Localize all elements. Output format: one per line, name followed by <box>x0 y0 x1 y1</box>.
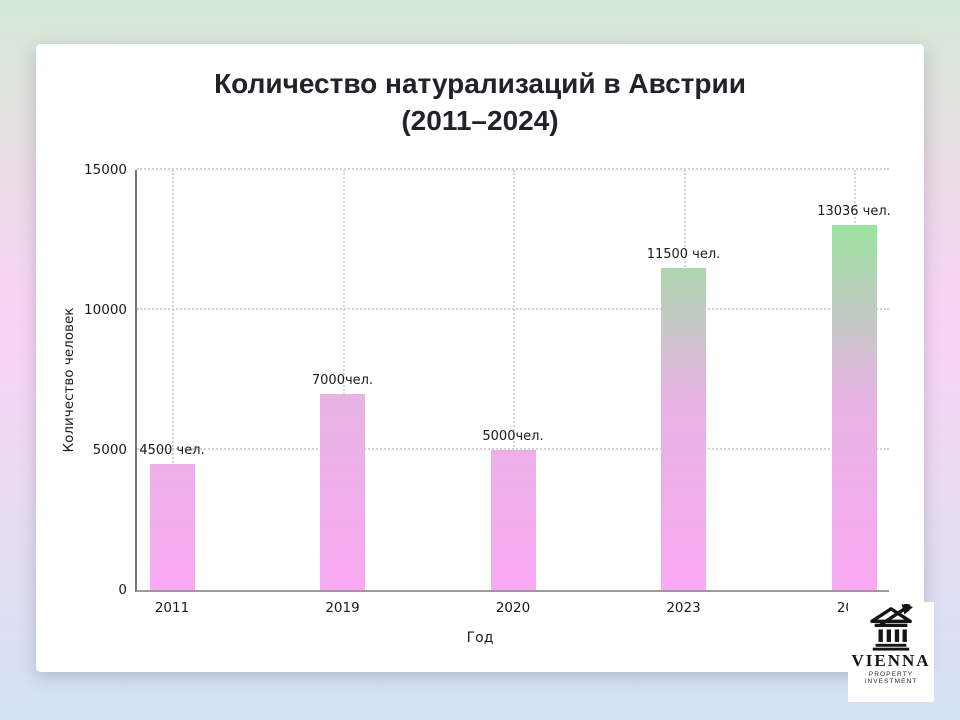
gridline-x-2019 <box>342 170 345 590</box>
logo-name: VIENNA <box>851 651 931 670</box>
x-axis-label: Год <box>466 630 494 646</box>
chart-card: Количество натурализаций в Австрии (2011… <box>36 44 924 672</box>
y-tick-0: 0 <box>118 582 127 598</box>
chart-title-line1: Количество натурализаций в Австрии <box>214 68 746 99</box>
y-tick-10000: 10000 <box>84 302 127 318</box>
vienna-property-investment-logo: VIENNA PROPERTY INVESTMENT <box>848 602 934 702</box>
bar-value-label-2023: 11500 чел. <box>646 247 721 262</box>
chart-title: Количество натурализаций в Австрии (2011… <box>36 66 924 140</box>
y-axis-label: Количество человек <box>61 307 77 453</box>
bar-value-label-2011: 4500 чел. <box>139 443 205 458</box>
x-tick-2023: 2023 <box>666 600 701 616</box>
building-arrow-icon <box>870 604 914 651</box>
y-tick-5000: 5000 <box>92 442 127 458</box>
bar-value-label-2024: 13036 чел. <box>817 204 891 219</box>
y-tick-15000: 15000 <box>84 162 127 178</box>
bar-2024 <box>831 225 877 590</box>
bar-2011 <box>149 464 195 590</box>
bar-2020 <box>490 450 536 590</box>
plot-area: 0 5000 10000 15000 4500 чел. 2011 7000чел. 2019… <box>84 162 891 616</box>
chart-title-line2: (2011–2024) <box>401 104 559 136</box>
bar-value-label-2019: 7000чел. <box>311 373 374 388</box>
gridline-x-2020 <box>513 170 515 590</box>
bar-2023 <box>661 268 706 590</box>
logo-subtitle: PROPERTY INVESTMENT <box>864 671 918 685</box>
x-tick-2011: 2011 <box>154 600 190 616</box>
gridline-y-15000 <box>137 168 889 170</box>
bar-value-label-2020: 5000чел. <box>482 429 544 444</box>
x-tick-2019: 2019 <box>325 600 360 616</box>
gridline-x-2011 <box>172 170 174 590</box>
bar-2019 <box>320 394 365 590</box>
x-tick-2020: 2020 <box>495 600 531 616</box>
